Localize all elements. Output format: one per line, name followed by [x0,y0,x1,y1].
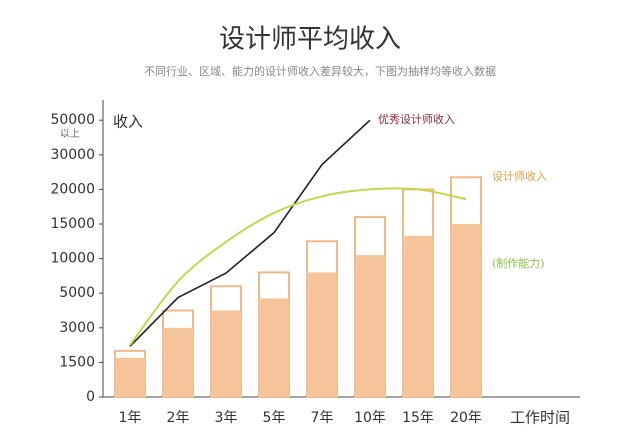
y-label-note: 以上 [60,128,80,140]
y-tick-label: 20000 [50,181,95,197]
y-tick-label: 3000 [59,320,95,336]
line-series [129,187,467,346]
x-tick-label: 15年 [402,410,434,426]
line-label: 优秀设计师收入 [378,112,455,126]
line-label: 设计师收入 [492,169,547,183]
bar [403,235,433,397]
bar [115,357,145,397]
x-tick-label: 2年 [167,410,190,426]
x-axis-label: 工作时间 [510,409,570,427]
x-tick-label: 5年 [263,410,286,426]
y-tick-label: 1500 [59,354,95,370]
x-tick-label: 1年 [119,410,142,426]
chart-subtitle: 不同行业、区域、能力的设计师收入差异较大，下图为抽样均等收入数据 [144,64,496,78]
y-tick-label: 50000 [50,112,95,128]
x-tick-label: 3年 [215,410,238,426]
chart-title: 设计师平均收入 [219,25,401,55]
bar [163,327,193,397]
x-tick-label: 7年 [311,410,334,426]
x-tick-label: 20年 [450,410,482,426]
y-tick-label: 15000 [50,216,95,232]
bar [259,298,289,397]
y-tick-label: 5000 [59,285,95,301]
x-tick-label: 10年 [354,410,386,426]
line-series [129,119,371,347]
y-axis-label: 收入 [113,113,143,131]
y-tick-label: 10000 [50,251,95,267]
bar [451,224,481,397]
annotation: (制作能力) [492,256,545,270]
y-tick-label: 30000 [50,147,95,163]
bar [355,255,385,397]
bar [307,272,337,397]
bar [211,310,241,397]
y-tick-label: 0 [86,389,95,405]
